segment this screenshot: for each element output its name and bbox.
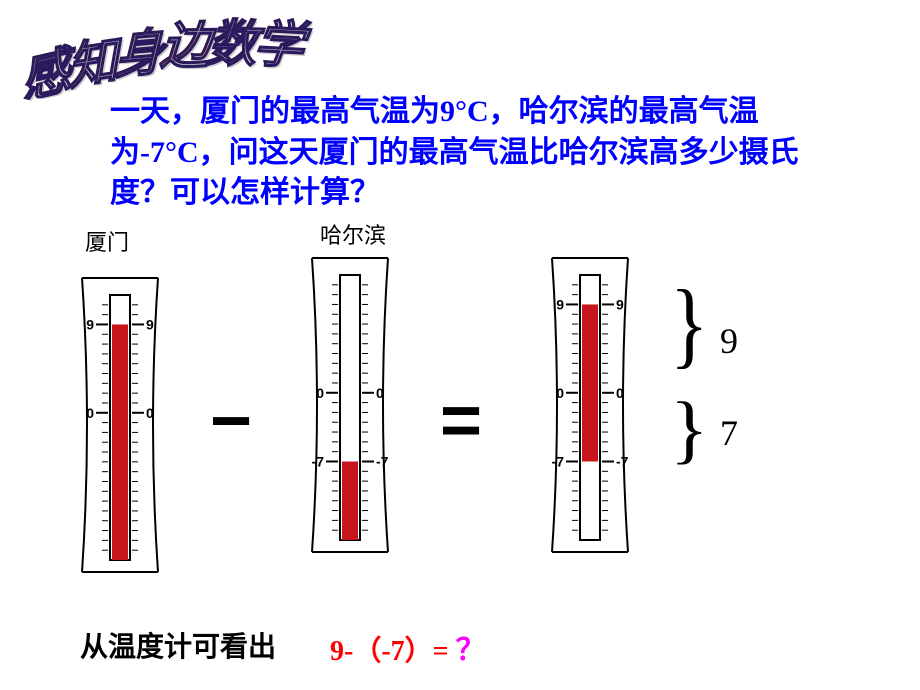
conclusion-equation: 9-（-7）= ？ bbox=[330, 625, 486, 669]
question-mark: ？ bbox=[456, 634, 486, 667]
svg-text:0: 0 bbox=[616, 385, 624, 401]
brace-bottom: } bbox=[670, 392, 708, 468]
svg-text:9: 9 bbox=[146, 316, 154, 332]
equation-text: 9-（-7）= bbox=[330, 636, 456, 667]
svg-text:-7: -7 bbox=[376, 453, 389, 469]
label-harbin: 哈尔滨 bbox=[320, 218, 386, 250]
svg-text:0: 0 bbox=[376, 385, 384, 401]
problem-text: 一天，厦门的最高气温为9°C，哈尔滨的最高气温为-7°C，问这天厦门的最高气温比… bbox=[110, 92, 820, 214]
svg-text:0: 0 bbox=[146, 405, 154, 421]
brace-top: } bbox=[670, 277, 708, 373]
svg-text:-7: -7 bbox=[552, 453, 565, 469]
equals-operator: = bbox=[440, 380, 482, 462]
svg-text:0: 0 bbox=[556, 385, 564, 401]
svg-text:0: 0 bbox=[86, 405, 94, 421]
minus-operator: − bbox=[210, 380, 252, 462]
svg-text:-7: -7 bbox=[616, 453, 629, 469]
svg-text:-7: -7 bbox=[312, 453, 325, 469]
brace-bottom-label: 7 bbox=[720, 412, 738, 454]
thermometer-xiamen: 9 9 0 0 bbox=[60, 270, 180, 580]
thermometer-harbin: 0 0 -7 -7 bbox=[290, 250, 410, 560]
svg-text:9: 9 bbox=[616, 296, 624, 312]
label-xiamen: 厦门 bbox=[85, 225, 129, 257]
title-wordart: 感知身边数学 bbox=[21, 0, 302, 94]
svg-text:0: 0 bbox=[316, 385, 324, 401]
thermometer-result: 9 9 0 0 -7 -7 bbox=[530, 250, 650, 560]
conclusion-prefix: 从温度计可看出 bbox=[80, 625, 276, 665]
brace-top-label: 9 bbox=[720, 320, 738, 362]
svg-text:9: 9 bbox=[86, 316, 94, 332]
svg-text:9: 9 bbox=[556, 296, 564, 312]
